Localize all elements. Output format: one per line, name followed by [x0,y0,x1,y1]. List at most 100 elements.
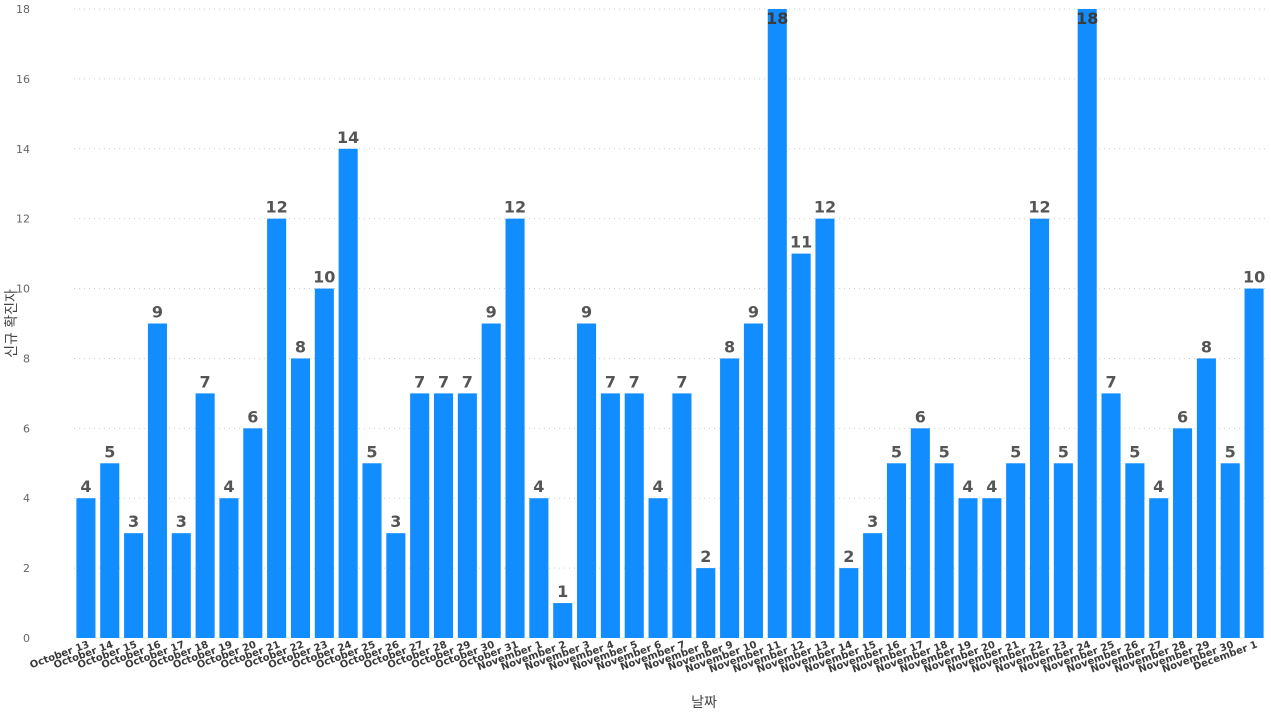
data-label: 5 [1010,442,1021,461]
data-label: 2 [843,547,854,566]
y-tick-label: 10 [16,283,30,296]
bar [505,218,525,638]
bar [1125,463,1145,638]
bar [386,533,406,638]
y-tick-label: 0 [23,632,30,645]
bar [1244,288,1264,638]
data-label: 3 [390,512,401,531]
bar [1220,463,1240,638]
bar [1053,463,1073,638]
data-label: 7 [414,372,425,391]
data-label: 10 [313,268,335,287]
data-label: 4 [223,477,234,496]
bar [147,323,167,638]
data-label: 12 [1028,198,1050,217]
y-tick-label: 18 [16,3,30,16]
y-tick-label: 2 [23,562,30,575]
bar [100,463,120,638]
data-label: 5 [1058,442,1069,461]
bar [1196,358,1216,638]
data-label: 12 [504,198,526,217]
bar [267,218,287,638]
bars [76,9,1264,638]
bar [195,393,215,638]
y-tick-label: 14 [16,143,30,156]
data-label: 8 [295,337,306,356]
data-label: 4 [80,477,91,496]
data-label: 3 [128,512,139,531]
gridlines [74,8,1266,569]
data-label: 3 [176,512,187,531]
bar [171,533,191,638]
bar [362,463,382,638]
bar [791,253,811,638]
data-label: 9 [581,303,592,322]
data-label: 4 [533,477,544,496]
data-label: 4 [986,477,997,496]
data-label: 14 [337,128,359,147]
data-label: 7 [676,372,687,391]
bar [76,498,96,638]
y-tick-label: 12 [16,213,30,226]
bar [910,428,930,638]
data-label: 8 [1201,337,1212,356]
y-tick-label: 6 [23,422,30,435]
bar [648,498,668,638]
data-label: 7 [629,372,640,391]
data-label: 7 [1105,372,1116,391]
bar [457,393,477,638]
bar [338,148,358,638]
y-tick-label: 8 [23,352,30,365]
bar [743,323,763,638]
bar [314,288,334,638]
data-label: 18 [1076,9,1098,28]
bar [934,463,954,638]
bar [982,498,1002,638]
bar [529,498,549,638]
bar [243,428,263,638]
data-label: 5 [939,442,950,461]
bar [410,393,430,638]
bar [815,218,835,638]
y-tick-label: 4 [23,492,30,505]
data-label: 6 [247,407,258,426]
data-label: 9 [748,303,759,322]
data-label: 2 [700,547,711,566]
bar [600,393,620,638]
bar [481,323,501,638]
y-axis-ticks: 0 2 4 6 8 10 12 14 16 18 [16,3,30,645]
bar [1173,428,1193,638]
bar [577,323,597,638]
x-axis-title: 날짜 [691,695,717,711]
bar [433,393,454,638]
data-label: 4 [653,477,664,496]
data-label: 6 [1177,407,1188,426]
data-label: 6 [915,407,926,426]
bar [767,9,787,638]
data-label: 7 [462,372,473,391]
data-label: 1 [557,582,568,601]
data-label: 12 [266,198,288,217]
bar [958,498,978,638]
bar [553,603,573,638]
bar [124,533,144,638]
bar [1149,498,1169,638]
bar [696,568,716,638]
bar [1029,218,1050,638]
data-label: 8 [724,337,735,356]
data-label: 7 [438,372,449,391]
data-label: 5 [366,442,377,461]
bar [720,358,740,638]
data-label: 4 [962,477,973,496]
data-label: 5 [891,442,902,461]
data-label: 5 [1129,442,1140,461]
data-label: 4 [1153,477,1164,496]
y-tick-label: 16 [16,73,30,86]
bar [1077,9,1097,638]
data-label: 9 [486,303,497,322]
bar [1101,393,1121,638]
data-label: 7 [200,372,211,391]
data-label: 10 [1243,268,1265,287]
